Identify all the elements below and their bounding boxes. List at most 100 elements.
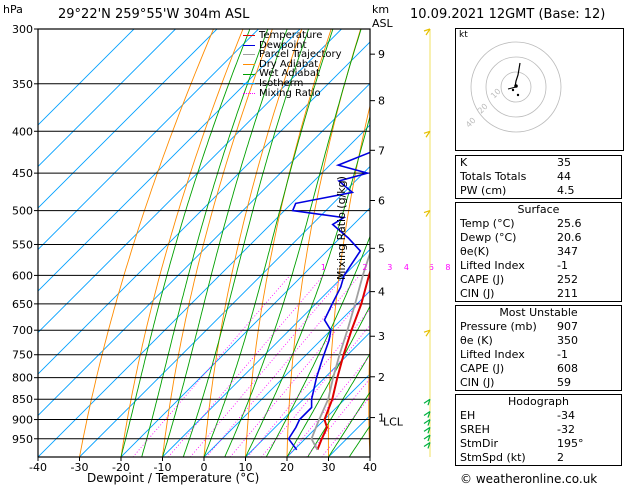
most-unstable-table: Most Unstable Pressure (mb) 907 θe (K) 350 L… bbox=[455, 305, 622, 391]
hodo_table-row-value: -34 bbox=[553, 409, 622, 423]
legend-label: Dry Adiabat bbox=[259, 58, 319, 70]
wind-barb-icon bbox=[423, 130, 431, 138]
km-tick-label: 2 bbox=[378, 371, 385, 384]
km-tick-label: LCL bbox=[383, 416, 404, 429]
wind-barb-icon bbox=[423, 210, 431, 217]
wind-barb-icon bbox=[423, 411, 431, 418]
isotherm-line bbox=[120, 207, 370, 457]
hodograph-unit-label: kt bbox=[459, 30, 468, 40]
pressure-tick-label: 400 bbox=[12, 125, 33, 138]
legend-swatch bbox=[243, 83, 255, 85]
temp-tick-label: -10 bbox=[154, 461, 172, 474]
hodo_table-row-label: StmSpd (kt) bbox=[455, 451, 553, 466]
surface-row-label: Dewp (°C) bbox=[455, 231, 553, 245]
totals-value: 44 bbox=[553, 170, 622, 184]
pressure-tick-label: 650 bbox=[12, 298, 33, 311]
wind-barb-icon bbox=[423, 419, 431, 426]
x-axis-label: Dewpoint / Temperature (°C) bbox=[87, 471, 260, 485]
legend-label: Parcel Trajectory bbox=[259, 49, 342, 61]
surface-row-value: 252 bbox=[553, 273, 622, 287]
hodograph-trace bbox=[514, 62, 521, 88]
chart-legend: Temperature Dewpoint Parcel Trajectory Dry … bbox=[243, 31, 342, 98]
unstable-row-label: CIN (J) bbox=[455, 376, 553, 391]
pressure-tick-label: 500 bbox=[12, 205, 33, 218]
isotherm-line bbox=[38, 124, 370, 457]
unstable-row-label: Pressure (mb) bbox=[455, 320, 553, 334]
temp-tick-label: -30 bbox=[71, 461, 89, 474]
mixing-ratio-label: 8 bbox=[445, 263, 450, 272]
totals-label: Totals Totals bbox=[455, 170, 553, 184]
datetime-title: 10.09.2021 12GMT (Base: 12) bbox=[410, 7, 606, 22]
isotherm-line bbox=[38, 29, 176, 168]
mixing-ratio-axis-label: Mixing Ratio (g/kg) bbox=[335, 176, 348, 280]
dry-adiabat-line bbox=[120, 29, 244, 457]
surface-row-label: Lifted Index bbox=[455, 259, 553, 273]
legend-label: Wet Adiabat bbox=[259, 68, 320, 80]
unstable-row-value: 350 bbox=[553, 334, 622, 348]
copyright-footer: © weatheronline.co.uk bbox=[460, 472, 598, 486]
isotherm-line bbox=[162, 248, 370, 457]
temp-tick-label: 0 bbox=[201, 461, 208, 474]
unstable-row-value: 907 bbox=[553, 320, 622, 334]
unstable-row-label: CAPE (J) bbox=[455, 362, 553, 376]
hodo-ring-label-2: 20 bbox=[476, 102, 490, 116]
legend-item: Wet Adiabat bbox=[243, 69, 342, 79]
legend-item: Dewpoint bbox=[243, 39, 342, 51]
km-tick-label: 8 bbox=[378, 95, 385, 108]
pressure-tick-label: 800 bbox=[12, 372, 33, 385]
location-title: 29°22'N 259°55'W 304m ASL bbox=[58, 7, 250, 22]
legend-label: Dewpoint bbox=[259, 39, 307, 51]
wet-adiabat-line bbox=[286, 305, 370, 457]
dry-adiabat-line bbox=[368, 336, 370, 457]
legend-item: Dry Adiabat bbox=[243, 58, 342, 70]
pressure-tick-label: 350 bbox=[12, 78, 33, 91]
isotherm-line bbox=[38, 29, 259, 251]
surface-row-value: 25.6 bbox=[553, 217, 622, 231]
temp-tick-label: 10 bbox=[239, 461, 253, 474]
k-index-label: K bbox=[455, 155, 553, 170]
hodograph-panel: kt 10 20 40 bbox=[455, 28, 624, 151]
isotherm-line bbox=[38, 29, 342, 334]
dry-adiabat-line bbox=[79, 29, 214, 457]
legend-swatch bbox=[243, 92, 255, 94]
series-line-dewpoint bbox=[287, 151, 370, 451]
legend-item: Parcel Trajectory bbox=[243, 50, 342, 60]
isotherm-line bbox=[79, 165, 370, 457]
surface-row-label: Temp (°C) bbox=[455, 217, 553, 231]
wind-barb-icon bbox=[423, 434, 431, 442]
legend-swatch bbox=[243, 54, 255, 56]
isotherm-line bbox=[38, 82, 370, 417]
isotherm-line bbox=[286, 373, 370, 457]
unstable-row-value: 608 bbox=[553, 362, 622, 376]
dry-adiabat-line bbox=[408, 29, 449, 457]
pressure-tick-label: 300 bbox=[12, 23, 33, 36]
wind-barb-icon bbox=[423, 28, 431, 36]
series-line-parcel-trajectory bbox=[310, 250, 370, 451]
pw-label: PW (cm) bbox=[455, 184, 553, 199]
temp-tick-label: -20 bbox=[112, 461, 130, 474]
temp-tick-label: -40 bbox=[29, 461, 47, 474]
series-line-temperature bbox=[316, 269, 370, 451]
hodo_table-row-label: EH bbox=[455, 409, 553, 423]
pressure-tick-label: 950 bbox=[12, 433, 33, 446]
surface-row-value: 347 bbox=[553, 245, 622, 259]
hodo_table-row-value: -32 bbox=[553, 423, 622, 437]
hodo_table-row-label: SREH bbox=[455, 423, 553, 437]
legend-item: Mixing Ratio bbox=[243, 88, 342, 99]
isotherm-line bbox=[245, 331, 370, 457]
k-index-value: 35 bbox=[553, 155, 622, 170]
km-tick-label: 3 bbox=[378, 330, 385, 343]
most-unstable-title: Most Unstable bbox=[455, 305, 622, 320]
mixing-ratio-label: 1 bbox=[321, 263, 326, 272]
legend-item: Isotherm bbox=[243, 79, 342, 89]
wind-barb-icon bbox=[423, 398, 431, 406]
mixing-ratio-line bbox=[168, 275, 324, 457]
surface-row-label: θe(K) bbox=[455, 245, 553, 259]
mixing-ratio-line bbox=[132, 275, 291, 457]
legend-swatch bbox=[243, 44, 255, 46]
hodograph-plot: 10 20 40 bbox=[464, 41, 562, 133]
unstable-row-label: Lifted Index bbox=[455, 348, 553, 362]
isotherm-line bbox=[38, 29, 218, 209]
isotherm-line bbox=[38, 29, 301, 292]
km-tick-label: 9 bbox=[378, 48, 385, 61]
